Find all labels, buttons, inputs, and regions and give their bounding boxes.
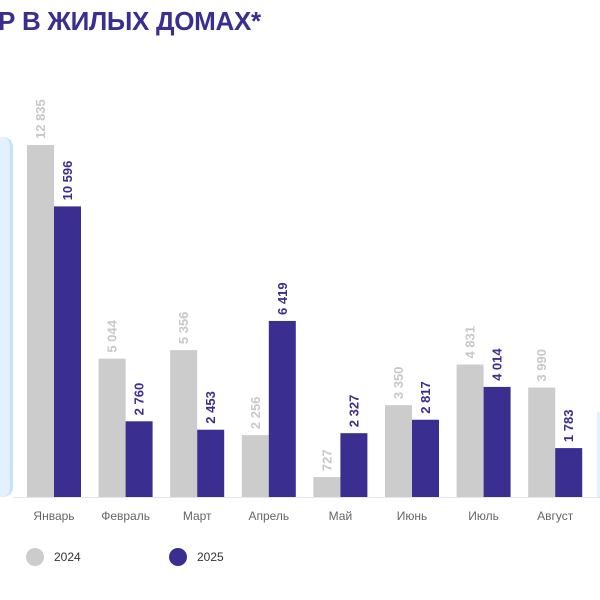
- bar-2025-1: [125, 421, 153, 497]
- category-label-6: Июль: [468, 509, 499, 523]
- data-label-2024-5: 3 350: [391, 367, 406, 400]
- category-label-3: Апрель: [248, 509, 289, 523]
- bar-2025-4: [340, 433, 368, 497]
- bar-2024-2: [170, 350, 198, 497]
- bar-2024-3: [241, 435, 269, 497]
- bar-2025-3: [268, 320, 296, 497]
- category-label-7: Август: [537, 509, 574, 523]
- right-info-panel: [597, 412, 600, 498]
- legend-swatch-2025: [169, 548, 187, 566]
- bar-2025-6: [483, 386, 511, 497]
- data-label-2025-7: 1 783: [561, 410, 576, 443]
- data-label-2025-4: 2 327: [346, 395, 361, 428]
- category-label-2: Март: [183, 509, 212, 523]
- legend-item-2024: 2024: [26, 548, 81, 566]
- data-label-2024-1: 5 044: [105, 319, 120, 352]
- legend-item-2025: 2025: [169, 548, 224, 566]
- bar-2024-1: [98, 358, 126, 497]
- bar-2025-5: [412, 419, 439, 497]
- category-label-0: Январь: [33, 509, 74, 523]
- bar-2025-0: [54, 206, 81, 497]
- left-info-panel: [0, 137, 13, 497]
- data-label-2024-3: 2 256: [248, 397, 263, 430]
- category-label-5: Июнь: [397, 509, 428, 523]
- data-label-2024-6: 4 831: [463, 326, 478, 359]
- bar-2024-4: [313, 477, 341, 497]
- category-label-1: Февраль: [101, 509, 150, 523]
- legend-label-2024: 2024: [54, 550, 81, 564]
- bar-2025-2: [197, 429, 225, 497]
- data-label-2025-3: 6 419: [275, 282, 290, 315]
- data-label-2024-0: 12 835: [33, 99, 48, 139]
- data-label-2025-6: 4 014: [490, 348, 505, 381]
- data-label-2025-5: 2 817: [418, 381, 433, 414]
- data-label-2024-4: 727: [319, 449, 334, 471]
- data-label-2025-1: 2 760: [132, 383, 147, 416]
- bar-2024-5: [385, 405, 412, 497]
- data-label-2024-7: 3 990: [534, 349, 549, 382]
- data-label-2024-2: 5 356: [176, 312, 191, 345]
- chart-title: Р В ЖИЛЫХ ДОМАХ*: [0, 6, 261, 36]
- data-label-2025-2: 2 453: [203, 391, 218, 424]
- legend-label-2025: 2025: [197, 550, 224, 564]
- data-label-2025-0: 10 596: [60, 161, 75, 201]
- category-label-4: Май: [329, 509, 353, 523]
- bar-2024-6: [456, 364, 484, 497]
- bar-2025-7: [555, 448, 583, 497]
- legend-swatch-2024: [26, 548, 44, 566]
- bar-2024-7: [528, 387, 556, 497]
- bar-2024-0: [27, 145, 54, 497]
